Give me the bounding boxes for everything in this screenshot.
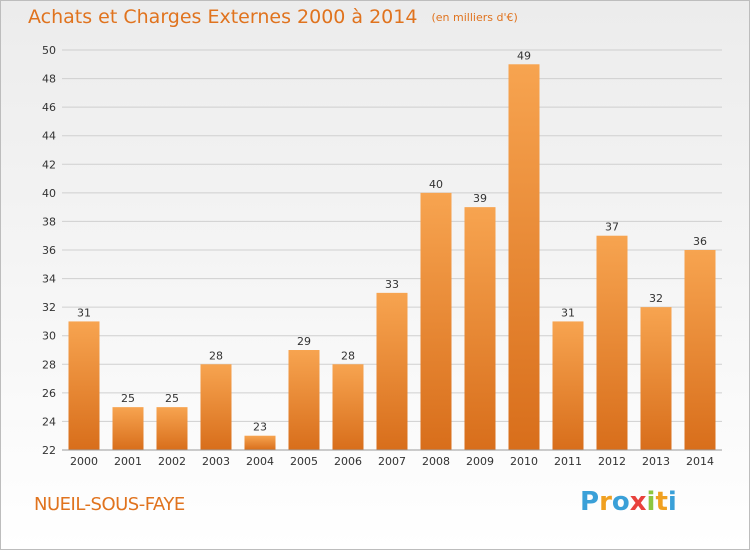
y-tick-label: 26 <box>42 387 56 400</box>
unit-label: (en milliers d'€) <box>431 11 518 24</box>
y-tick-label: 40 <box>42 187 56 200</box>
logo-letter: t <box>655 487 668 517</box>
data-label: 31 <box>77 306 91 319</box>
data-label: 40 <box>429 178 443 191</box>
data-label: 28 <box>341 349 355 362</box>
bar <box>552 321 584 450</box>
bar <box>420 192 452 450</box>
bar <box>508 64 540 451</box>
data-label: 25 <box>165 392 179 405</box>
y-tick-label: 50 <box>42 44 56 57</box>
logo-letter: i <box>646 487 656 517</box>
x-tick-label: 2012 <box>598 455 626 468</box>
x-tick-label: 2007 <box>378 455 406 468</box>
bar <box>684 250 716 450</box>
data-label: 39 <box>473 192 487 205</box>
data-label: 28 <box>209 349 223 362</box>
bar <box>640 307 672 450</box>
bar <box>596 235 628 450</box>
y-tick-label: 28 <box>42 358 56 371</box>
y-tick-label: 36 <box>42 244 56 257</box>
data-label: 37 <box>605 221 619 234</box>
data-label: 31 <box>561 306 575 319</box>
x-tick-label: 2010 <box>510 455 538 468</box>
x-tick-label: 2005 <box>290 455 318 468</box>
x-tick-label: 2014 <box>686 455 714 468</box>
logo-letter: o <box>611 487 630 517</box>
x-tick-label: 2004 <box>246 455 274 468</box>
bar <box>244 435 276 450</box>
x-tick-label: 2001 <box>114 455 142 468</box>
data-label: 29 <box>297 335 311 348</box>
x-tick-label: 2009 <box>466 455 494 468</box>
x-tick-label: 2002 <box>158 455 186 468</box>
data-label: 33 <box>385 278 399 291</box>
y-tick-label: 46 <box>42 101 56 114</box>
bar <box>68 321 100 450</box>
bar <box>156 407 188 450</box>
logo-letter: P <box>580 487 600 517</box>
bar <box>200 364 232 450</box>
y-tick-label: 22 <box>42 444 56 457</box>
x-tick-label: 2008 <box>422 455 450 468</box>
x-tick-label: 2011 <box>554 455 582 468</box>
data-label: 49 <box>517 49 531 62</box>
x-tick-label: 2003 <box>202 455 230 468</box>
bar <box>112 407 144 450</box>
logo-letter: i <box>667 487 677 517</box>
data-label: 23 <box>253 421 267 434</box>
data-label: 32 <box>649 292 663 305</box>
logo-letter: x <box>629 487 647 517</box>
y-tick-label: 34 <box>42 273 56 286</box>
y-tick-label: 44 <box>42 130 56 143</box>
data-label: 25 <box>121 392 135 405</box>
bar <box>288 350 320 450</box>
y-tick-label: 38 <box>42 215 56 228</box>
title-text: Achats et Charges Externes 2000 à 2014 <box>28 6 418 28</box>
bar <box>332 364 364 450</box>
y-tick-label: 30 <box>42 330 56 343</box>
proxiti-logo: Proxiti <box>580 487 677 517</box>
data-label: 36 <box>693 235 707 248</box>
chart-title: Achats et Charges Externes 2000 à 2014 (… <box>28 6 518 28</box>
y-tick-label: 24 <box>42 415 56 428</box>
bar <box>464 207 496 450</box>
x-tick-label: 2013 <box>642 455 670 468</box>
x-tick-label: 2000 <box>70 455 98 468</box>
commune-name: NUEIL-SOUS-FAYE <box>34 494 185 515</box>
logo-letter: r <box>599 487 612 517</box>
y-tick-label: 32 <box>42 301 56 314</box>
y-tick-label: 48 <box>42 73 56 86</box>
y-tick-label: 42 <box>42 158 56 171</box>
bar <box>376 292 408 450</box>
x-tick-label: 2006 <box>334 455 362 468</box>
